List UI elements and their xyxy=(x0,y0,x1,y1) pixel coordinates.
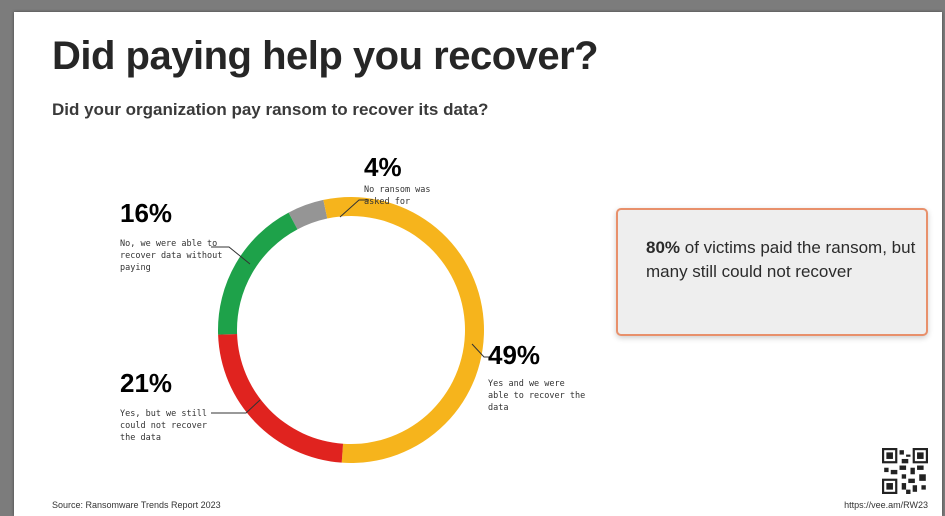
infographic-card: Did paying help you recover? Did your or… xyxy=(14,12,942,516)
slice-pct-paid-failed: 21% xyxy=(120,368,173,398)
leader-line-no-ransom xyxy=(339,199,369,218)
donut-chart xyxy=(211,197,492,463)
callout-highlight: 80% xyxy=(646,238,681,257)
leader-line-paid-recovered xyxy=(471,343,492,358)
page-subtitle: Did your organization pay ransom to reco… xyxy=(52,100,489,119)
callout-body: of victims paid the ransom, but many sti… xyxy=(646,238,916,281)
slice-label-paid-recovered: Yes and we were able to recover the data xyxy=(488,379,586,413)
page-title: Did paying help you recover? xyxy=(52,34,599,78)
source-note: Source: Ransomware Trends Report 2023 xyxy=(52,500,221,510)
qr-code-icon xyxy=(882,448,928,494)
leader-line-paid-failed xyxy=(211,399,261,414)
donut-slice-recovered-free xyxy=(218,212,298,335)
leader-line-recovered-free xyxy=(211,246,251,265)
slice-pct-recovered-free: 16% xyxy=(120,198,173,228)
slice-pct-no-ransom: 4% xyxy=(364,152,402,182)
donut-slice-paid-failed xyxy=(218,333,344,463)
callout-box: 80% of victims paid the ransom, but many… xyxy=(616,208,928,336)
donut-slice-paid-recovered xyxy=(323,197,484,463)
donut-slice-no-ransom xyxy=(288,199,328,230)
source-url-link[interactable]: https://vee.am/RW23 xyxy=(844,500,928,510)
slice-label-no-ransom: No ransom was asked for xyxy=(364,185,431,207)
slice-label-paid-failed: Yes, but we still could not recover the … xyxy=(120,409,207,443)
slice-label-recovered-free: No, we were able to recover data without… xyxy=(120,239,223,273)
callout-text: 80% of victims paid the ransom, but many… xyxy=(646,236,916,284)
slice-pct-paid-recovered: 49% xyxy=(488,340,541,370)
